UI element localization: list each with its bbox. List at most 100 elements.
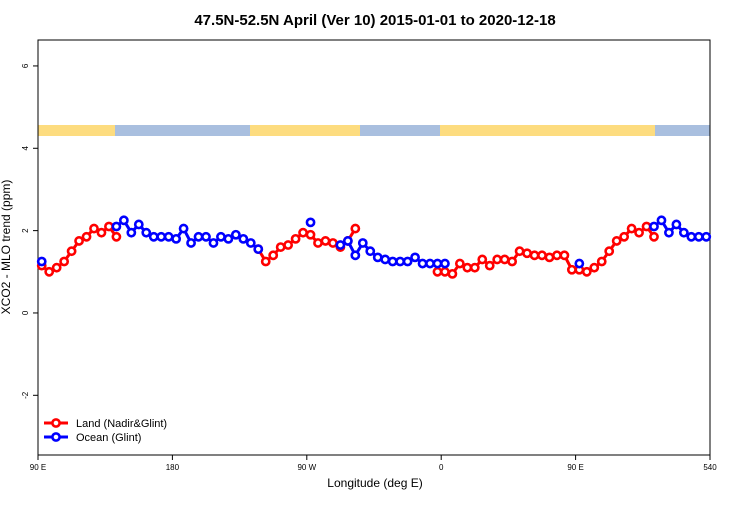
data-point: [671, 219, 682, 230]
data-point: [305, 217, 316, 228]
data-point: [514, 246, 525, 257]
data-point: [111, 221, 122, 232]
y-tick-label: 2: [21, 228, 30, 233]
data-point: [454, 258, 465, 269]
data-point: [350, 250, 361, 261]
data-point: [522, 248, 532, 259]
land-band: [38, 125, 115, 136]
data-point: [372, 252, 383, 263]
x-tick-label: 540: [703, 463, 717, 472]
data-point: [290, 233, 301, 244]
data-point: [440, 258, 450, 269]
data-point: [417, 258, 428, 269]
data-point: [529, 250, 540, 261]
data-point: [581, 266, 592, 277]
data-point: [693, 231, 704, 242]
data-point: [36, 256, 47, 267]
data-point: [335, 240, 346, 250]
data-point: [380, 254, 391, 265]
data-point: [656, 215, 667, 226]
data-point: [96, 227, 107, 238]
data-point: [350, 223, 361, 234]
data-point: [51, 262, 62, 273]
data-point: [440, 266, 450, 277]
data-point: [619, 231, 630, 242]
data-point: [596, 256, 607, 267]
x-tick-label: 180: [166, 463, 180, 472]
land-band: [440, 125, 655, 136]
data-point: [201, 231, 211, 242]
data-point: [44, 266, 55, 277]
legend-label: Land (Nadir&Glint): [76, 418, 167, 430]
data-point: [156, 231, 167, 242]
data-point: [634, 227, 644, 238]
data-point: [74, 236, 84, 246]
data-point: [544, 252, 555, 263]
data-point: [89, 223, 99, 234]
data-point: [462, 262, 473, 273]
x-axis-label: Longitude (deg E): [327, 476, 422, 490]
data-point: [163, 231, 174, 242]
data-point: [178, 223, 189, 234]
data-point: [245, 238, 256, 248]
legend-label: Ocean (Glint): [76, 432, 141, 444]
data-point: [402, 256, 413, 267]
data-point: [566, 264, 577, 275]
chart-title: 47.5N-52.5N April (Ver 10) 2015-01-01 to…: [194, 12, 555, 29]
data-point: [186, 238, 196, 248]
data-point: [342, 236, 353, 246]
data-point: [387, 256, 398, 267]
data-point: [283, 240, 294, 250]
data-point: [275, 242, 286, 252]
data-point: [238, 233, 249, 244]
data-point: [223, 233, 234, 244]
data-point: [395, 256, 406, 267]
data-point: [328, 238, 338, 248]
y-tick-label: -2: [21, 391, 30, 399]
data-point: [66, 246, 77, 257]
data-point: [320, 236, 331, 246]
x-tick-label: 0: [439, 463, 444, 472]
data-point: [492, 254, 503, 265]
data-point: [626, 223, 637, 234]
data-point: [148, 231, 159, 242]
data-point: [701, 231, 712, 242]
data-point: [537, 250, 547, 261]
data-point: [260, 256, 271, 267]
data-point: [111, 231, 122, 242]
data-point: [298, 227, 308, 238]
data-point: [118, 215, 129, 226]
data-point: [604, 246, 615, 257]
data-point: [410, 252, 420, 263]
data-point: [574, 258, 585, 269]
data-point: [305, 229, 316, 240]
legend-marker: [51, 432, 61, 442]
data-point: [357, 238, 368, 248]
ocean-band: [360, 125, 440, 136]
data-point: [253, 244, 264, 255]
data-point: [141, 227, 152, 238]
y-tick-label: 6: [21, 63, 30, 68]
data-point: [126, 227, 137, 238]
data-point: [611, 236, 622, 246]
data-point: [589, 262, 600, 273]
data-point: [216, 231, 226, 242]
data-point: [477, 254, 488, 265]
data-point: [641, 221, 652, 232]
y-axis-label: XCO2 - MLO trend (ppm): [0, 180, 13, 315]
data-point: [499, 254, 510, 265]
data-point: [649, 231, 659, 242]
data-point: [365, 246, 376, 257]
data-point: [507, 256, 518, 267]
data-point: [484, 260, 495, 271]
data-point: [104, 221, 114, 232]
data-point: [678, 227, 689, 238]
data-point: [193, 231, 204, 242]
data-point: [81, 231, 92, 242]
y-tick-label: 4: [21, 146, 30, 151]
data-point: [432, 266, 443, 277]
data-point: [686, 231, 697, 242]
data-point: [552, 250, 562, 261]
land-band: [250, 125, 360, 136]
